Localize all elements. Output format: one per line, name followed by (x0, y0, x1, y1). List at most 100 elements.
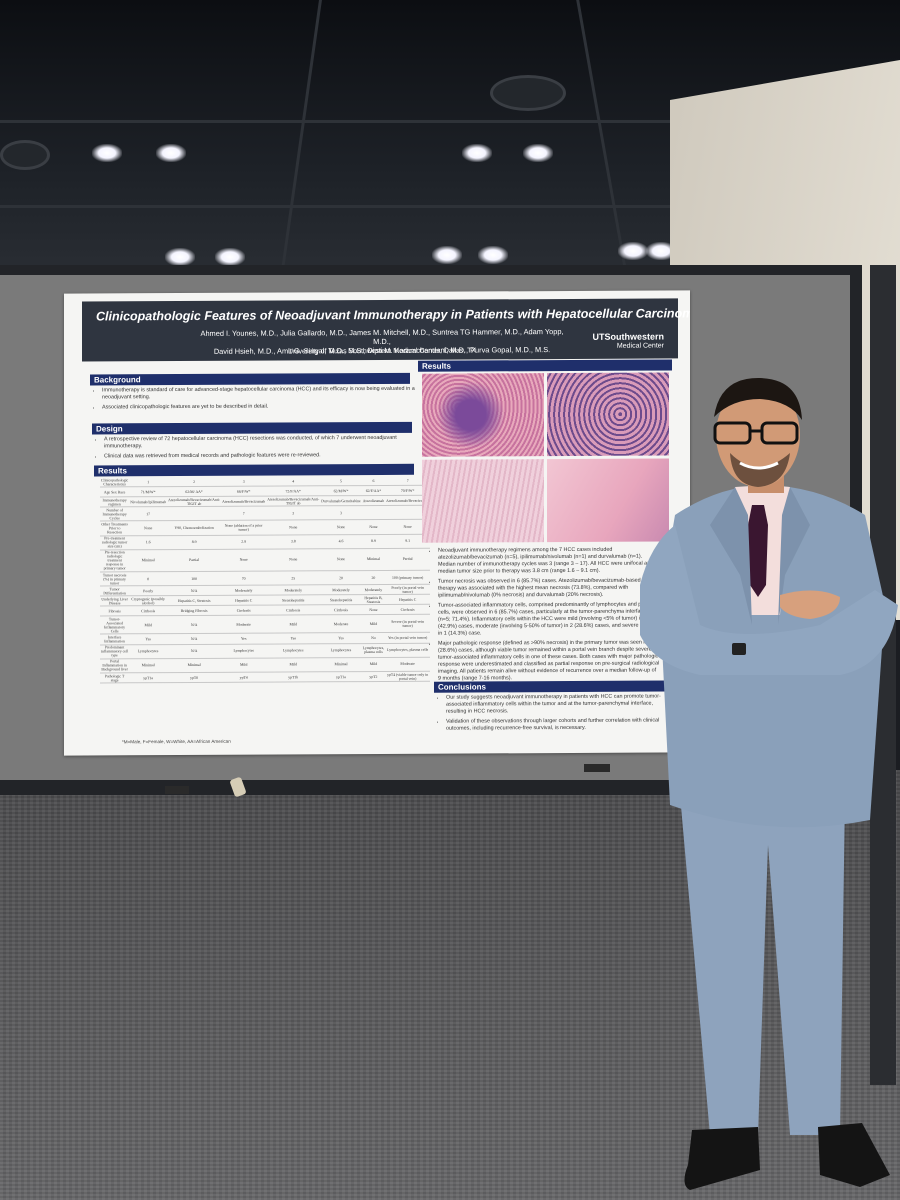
histology-image (422, 373, 544, 457)
table-cell: Lymphocytes (221, 643, 267, 659)
clinicopathologic-table: Clinicopathologic Characteristics 1 2 3 4 5 6 7… (100, 475, 431, 684)
table-cell: Cirrhosis (266, 605, 321, 616)
table-cell: Hepatitis C (221, 595, 267, 606)
table-cell: Moderately (221, 585, 267, 596)
table-cell: ypT4 (221, 672, 267, 683)
table-cell: Atezolizumab/Bevacizumab/Anti-TIGIT ab (266, 495, 321, 507)
results-left-heading: Results (94, 463, 414, 477)
table-cell: Moderate (221, 615, 267, 634)
table-cell: 3.8 (266, 534, 321, 549)
ceiling-beam (281, 0, 322, 270)
table-cell: Lymphocytes (320, 643, 362, 658)
logo-name: UTSouthwestern (592, 331, 664, 342)
table-cell: 3 (221, 476, 267, 487)
table-row: Pathologic T stage ypT1a ypT0 ypT4 ypT1b ypT1… (100, 671, 431, 684)
necktie (748, 505, 768, 597)
ceiling-beam (0, 205, 900, 208)
table-cell: Cirrhosis (385, 604, 431, 615)
table-row-label: Portal Inflammation in Background liver (100, 658, 130, 673)
presenter-person (640, 377, 898, 1190)
table-cell: Yes (in portal vein tumor) (385, 632, 431, 644)
table-cell: 7 (221, 506, 267, 521)
table-row-label: Fibrosis (100, 606, 130, 617)
table-cell: Poorly (in portal vein tumor) (385, 584, 431, 595)
table-cell: 66/F/W* (221, 486, 267, 497)
table-cell: 4.6 (320, 534, 362, 549)
table-cell: Bridging Fibrosis (167, 605, 222, 616)
lapel-left (710, 487, 752, 625)
table-cell: Y90, Chemoembolization (167, 520, 222, 536)
research-poster: Clinicopathologic Features of Neoadjuvan… (64, 290, 690, 756)
table-cell: Nivolumab/Ipilimumab (129, 496, 168, 507)
table-cell: Moderately (361, 584, 386, 595)
table-cell: 17 (129, 506, 168, 522)
table-cell: 71/M/W* (129, 486, 168, 497)
glasses-right-lens (760, 421, 799, 445)
table-cell: Atezolizumab/Bevacizumab (221, 496, 267, 507)
table-cell: Steatohepatitis (266, 595, 321, 606)
poster-header: Clinicopathologic Features of Neoadjuvan… (82, 298, 690, 362)
table-cell: Cirrhosis (320, 605, 362, 616)
table-cell: N/A (167, 633, 222, 645)
table-cell: 2 (167, 476, 222, 487)
table-cell: Mild (221, 657, 267, 673)
table-cell: Mild (266, 615, 321, 634)
table-cell: Hepatitis C, Steatosis (167, 595, 222, 607)
ceiling-beam (576, 0, 627, 270)
table-cell: Lymphocytes, plasma cells (361, 643, 386, 658)
table-cell: Moderate (320, 614, 362, 634)
design-bullet: Clinical data was retrieved from medical… (104, 452, 424, 461)
logo-subtitle: Medical Center (616, 342, 664, 350)
poster-institution: University of Texas Southwestern Medical… (287, 347, 477, 356)
table-cell: 20 (361, 570, 386, 585)
table-cell: None (320, 548, 362, 571)
conclusions-heading: Conclusions (434, 680, 668, 693)
table-cell: 8.9 (361, 533, 386, 549)
table-cell: Durvalumab/Gemcitabine (320, 495, 362, 506)
table-cell: Minimal (361, 548, 386, 571)
table-cell: Moderately (266, 584, 321, 596)
ceiling-light (478, 246, 508, 264)
results-right-heading: Results (418, 359, 672, 372)
ceiling-light (523, 144, 553, 162)
table-cell: 70 (221, 570, 267, 586)
hand (780, 590, 840, 619)
table-row-label: Clinicopathologic Characteristics (100, 477, 130, 488)
table-row-label: Tumor Differentiation (100, 585, 130, 597)
design-bullet: A retrospective review of 72 hepatocellu… (104, 435, 424, 451)
table-cell: 3 (266, 505, 321, 521)
ceiling-light (432, 246, 462, 264)
board-foot (165, 786, 189, 794)
table-cell: Lymphocytes (129, 644, 168, 659)
design-text: A retrospective review of 72 hepatocellu… (94, 435, 424, 464)
table-cell: None (ablation of a prior tumor) (221, 520, 267, 535)
table-cell: Atezolizumab (361, 495, 386, 506)
ceiling-light (215, 248, 245, 266)
table-cell: Cryptogenic (possibly alcohol) (129, 595, 168, 607)
table-cell: 3 (320, 505, 362, 521)
right-shoe (818, 1123, 890, 1187)
table-cell: Lymphocytes, plasma cells (385, 642, 431, 658)
table-cell: 20 (320, 570, 362, 585)
table-cell: 62/F/AA* (361, 485, 386, 496)
ceiling-light (92, 144, 122, 162)
background-bullet: Immunotherapy is standard of care for ad… (102, 386, 422, 402)
table-cell: 2.9 (221, 534, 267, 550)
results-bullet: Tumor necrosis was observed in 6 (85.7%)… (438, 578, 660, 600)
results-bullet: Tumor-associated inflammatory cells, com… (438, 602, 660, 638)
table-cell (167, 506, 222, 521)
crossed-arms (640, 525, 898, 675)
table-cell: Yes (266, 633, 321, 644)
ceiling-light (618, 242, 648, 260)
table-cell: ypT0 (167, 672, 222, 683)
smile (739, 461, 779, 470)
table-row-label: Immunotherapy regimen (100, 496, 130, 508)
table-cell: 62/M/ AA* (167, 486, 222, 497)
table-cell: Yes (221, 633, 267, 644)
table-cell: None (266, 520, 321, 535)
table-cell: 8.9 (167, 534, 222, 550)
poster-title: Clinicopathologic Features of Neoadjuvan… (96, 306, 690, 324)
results-bullet: Major pathologic response (defined as >9… (438, 640, 660, 683)
ceiling-light (165, 248, 195, 266)
table-row-label: Predominant inflammatory cell type (100, 644, 130, 659)
